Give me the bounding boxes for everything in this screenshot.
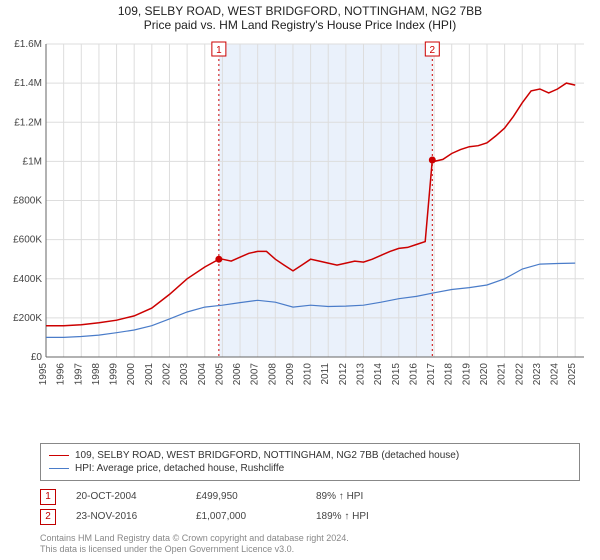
svg-text:2009: 2009	[285, 363, 296, 386]
marker-row: 1 20-OCT-2004 £499,950 89% ↑ HPI	[40, 489, 580, 505]
svg-text:2019: 2019	[461, 363, 472, 386]
footer-attribution: Contains HM Land Registry data © Crown c…	[40, 533, 580, 556]
chart-area: £0 £200K £400K £600K £800K £1M £1.2M £1.4M £1.6M…	[0, 34, 600, 439]
marker-table: 1 20-OCT-2004 £499,950 89% ↑ HPI 2 23-NOV-201…	[40, 485, 580, 529]
svg-text:2018: 2018	[444, 363, 455, 386]
svg-text:2013: 2013	[356, 363, 367, 386]
marker-number-box: 2	[40, 509, 56, 525]
svg-text:£400K: £400K	[13, 274, 42, 285]
svg-text:2003: 2003	[179, 363, 190, 386]
svg-text:1: 1	[216, 45, 222, 56]
svg-text:1996: 1996	[56, 363, 67, 386]
legend-swatch	[49, 455, 69, 456]
svg-text:£0: £0	[31, 352, 43, 363]
svg-text:2001: 2001	[144, 363, 155, 386]
legend-item: HPI: Average price, detached house, Rush…	[49, 463, 571, 474]
legend-label: 109, SELBY ROAD, WEST BRIDGFORD, NOTTING…	[75, 450, 459, 461]
chart-subtitle: Price paid vs. HM Land Registry's House …	[0, 18, 600, 32]
legend-swatch	[49, 468, 69, 469]
svg-text:1998: 1998	[91, 363, 102, 386]
legend-label: HPI: Average price, detached house, Rush…	[75, 463, 284, 474]
chart-title-address: 109, SELBY ROAD, WEST BRIDGFORD, NOTTING…	[0, 4, 600, 18]
svg-text:£800K: £800K	[13, 196, 42, 207]
svg-text:2005: 2005	[214, 363, 225, 386]
svg-text:£1.6M: £1.6M	[14, 39, 42, 50]
svg-text:2020: 2020	[479, 363, 490, 386]
svg-text:2010: 2010	[303, 363, 314, 386]
marker-date: 23-NOV-2016	[76, 511, 176, 522]
marker-pct: 89% ↑ HPI	[316, 491, 416, 502]
svg-text:2: 2	[430, 45, 436, 56]
marker-number-box: 1	[40, 489, 56, 505]
svg-text:1995: 1995	[38, 363, 49, 386]
svg-text:£1.2M: £1.2M	[14, 117, 42, 128]
footer-line-1: Contains HM Land Registry data © Crown c…	[40, 533, 580, 545]
marker-pct: 189% ↑ HPI	[316, 511, 416, 522]
marker-price: £499,950	[196, 491, 296, 502]
svg-text:2004: 2004	[197, 363, 208, 386]
svg-text:2024: 2024	[550, 363, 561, 386]
footer-line-2: This data is licensed under the Open Gov…	[40, 544, 580, 556]
marker-price: £1,007,000	[196, 511, 296, 522]
svg-text:2025: 2025	[567, 363, 578, 386]
legend-item: 109, SELBY ROAD, WEST BRIDGFORD, NOTTING…	[49, 450, 571, 461]
svg-text:£600K: £600K	[13, 235, 42, 246]
svg-text:2000: 2000	[126, 363, 137, 386]
svg-text:1997: 1997	[73, 363, 84, 386]
svg-text:2007: 2007	[250, 363, 261, 386]
svg-text:2022: 2022	[514, 363, 525, 386]
svg-text:2017: 2017	[426, 363, 437, 386]
svg-text:2016: 2016	[408, 363, 419, 386]
svg-text:2008: 2008	[267, 363, 278, 386]
line-chart: £0 £200K £400K £600K £800K £1M £1.2M £1.4M £1.6M…	[0, 34, 600, 389]
marker-date: 20-OCT-2004	[76, 491, 176, 502]
svg-text:£1M: £1M	[23, 156, 42, 167]
svg-text:2021: 2021	[497, 363, 508, 386]
svg-text:2015: 2015	[391, 363, 402, 386]
svg-text:2011: 2011	[320, 363, 331, 385]
svg-text:2023: 2023	[532, 363, 543, 386]
marker-row: 2 23-NOV-2016 £1,007,000 189% ↑ HPI	[40, 509, 580, 525]
svg-text:2012: 2012	[338, 363, 349, 386]
svg-text:2014: 2014	[373, 363, 384, 386]
legend: 109, SELBY ROAD, WEST BRIDGFORD, NOTTING…	[40, 443, 580, 481]
svg-text:2006: 2006	[232, 363, 243, 386]
svg-text:£1.4M: £1.4M	[14, 78, 42, 89]
svg-text:2002: 2002	[161, 363, 172, 386]
svg-text:£200K: £200K	[13, 313, 42, 324]
svg-text:1999: 1999	[109, 363, 120, 386]
